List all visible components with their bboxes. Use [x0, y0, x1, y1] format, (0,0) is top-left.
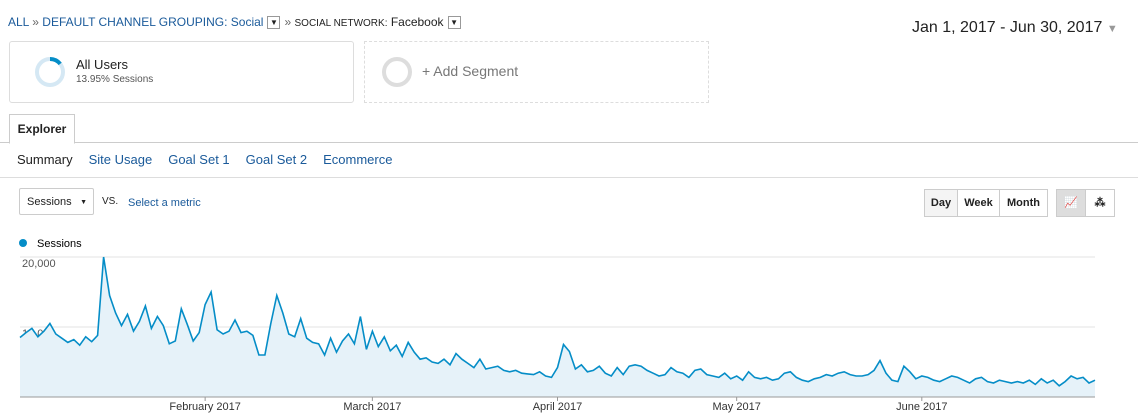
legend-label: Sessions — [37, 238, 82, 250]
crumb-label: SOCIAL NETWORK: — [294, 18, 388, 29]
select-metric[interactable]: Select a metric — [128, 197, 201, 209]
add-segment-text: + Add Segment — [422, 63, 519, 79]
legend-dot — [19, 239, 27, 247]
crumb[interactable]: DEFAULT CHANNEL GROUPING: — [42, 15, 228, 29]
subtab[interactable]: Summary — [17, 152, 73, 167]
subtabs: Summary Site Usage Goal Set 1 Goal Set 2 Eco… — [17, 152, 408, 167]
segment-name: All Users — [76, 57, 129, 72]
subtab[interactable]: Site Usage — [88, 152, 153, 167]
segment-card[interactable]: All Users 13.95% Sessions — [9, 41, 354, 103]
x-tick-label: April 2017 — [533, 401, 583, 413]
crumb[interactable]: ALL — [8, 15, 29, 29]
segment-donut — [35, 56, 65, 87]
x-tick-label: June 2017 — [896, 401, 947, 413]
granularity-button[interactable]: Month — [999, 189, 1048, 217]
line — [19, 256, 1096, 387]
subtab[interactable]: Goal Set 2 — [245, 152, 308, 167]
segment-detail: 13.95% Sessions — [76, 74, 154, 85]
date-range[interactable]: Jan 1, 2017 - Jun 30, 2017 ▼ — [912, 19, 1118, 36]
subtab[interactable]: Ecommerce — [323, 152, 393, 167]
area — [20, 257, 1095, 397]
motion-view[interactable]: ⁂ — [1085, 189, 1115, 217]
metric-select[interactable]: Sessions ▼ — [19, 188, 94, 215]
y-tick-label: 20,000 — [22, 258, 56, 270]
x-tick-label: February 2017 — [169, 401, 241, 413]
crumb[interactable]: Social — [230, 15, 264, 29]
x-tick-label: March 2017 — [343, 401, 401, 413]
x-tick-label: May 2017 — [713, 401, 761, 413]
granularity-button[interactable]: Week — [957, 189, 1000, 217]
breadcrumb: ALL » DEFAULT CHANNEL GROUPING: Social ▼»… — [8, 15, 465, 30]
add-segment[interactable]: + Add Segment — [364, 41, 709, 103]
vs: VS. — [102, 196, 119, 207]
add-donut — [382, 57, 412, 87]
line-view[interactable]: 📈 — [1056, 189, 1086, 217]
crumb: Facebook — [390, 15, 444, 29]
metric-text: Sessions — [27, 196, 72, 208]
tab[interactable]: Explorer — [9, 114, 75, 144]
subtab[interactable]: Goal Set 1 — [168, 152, 230, 167]
date-range-text: Jan 1, 2017 - Jun 30, 2017 — [912, 19, 1103, 36]
granularity-button[interactable]: Day — [924, 189, 958, 217]
